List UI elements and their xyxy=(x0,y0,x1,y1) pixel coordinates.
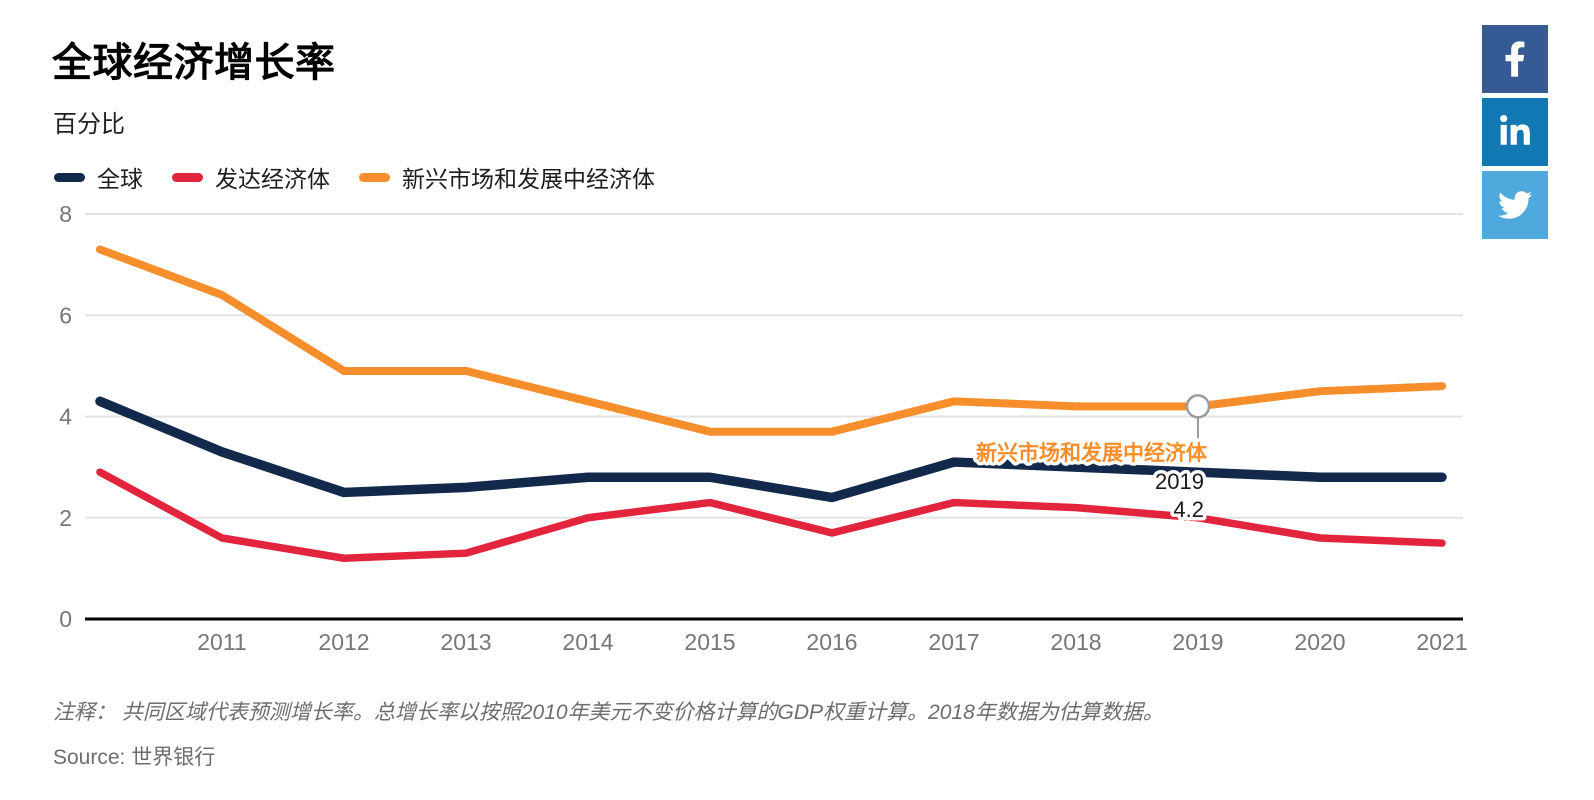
tooltip-value-label: 4.2 xyxy=(1173,497,1204,522)
x-tick-label: 2017 xyxy=(928,629,979,655)
x-tick-label: 2018 xyxy=(1050,629,1101,655)
series-line-1[interactable] xyxy=(96,468,1446,562)
legend-swatch-emde xyxy=(359,172,390,182)
x-tick-label: 2016 xyxy=(806,629,857,655)
x-tick-label: 2019 xyxy=(1172,629,1223,655)
legend-swatch-global xyxy=(54,172,85,182)
series-line-0[interactable] xyxy=(95,396,1447,503)
data-point-marker[interactable] xyxy=(1185,394,1211,419)
legend-label-global: 全球 xyxy=(97,166,143,192)
y-tick-label: 0 xyxy=(59,606,72,632)
twitter-icon xyxy=(1495,188,1535,222)
legend: 全球 发达经济体 新兴市场和发展中经济体 xyxy=(54,160,655,194)
y-tick-label: 8 xyxy=(59,201,72,227)
x-tick-label: 2012 xyxy=(318,629,369,655)
linkedin-share-button[interactable] xyxy=(1482,98,1548,166)
linkedin-icon xyxy=(1498,115,1532,149)
series-line-2[interactable] xyxy=(96,245,1446,436)
chart-note: 注释： 共同区域代表预测增长率。总增长率以按照2010年美元不变价格计算的GDP… xyxy=(53,701,1164,724)
twitter-share-button[interactable] xyxy=(1482,171,1548,239)
legend-label-advanced: 发达经济体 xyxy=(215,166,330,192)
x-tick-label: 2020 xyxy=(1294,629,1345,655)
x-tick-label: 2011 xyxy=(197,629,246,655)
x-tick-label: 2021 xyxy=(1416,629,1467,655)
legend-label-emde: 新兴市场和发展中经济体 xyxy=(402,166,655,192)
chart-source: Source: 世界银行 xyxy=(53,746,216,769)
x-tick-label: 2015 xyxy=(684,629,735,655)
x-tick-label: 2013 xyxy=(440,629,491,655)
page-title: 全球经济增长率 xyxy=(52,41,336,85)
legend-item-advanced: 发达经济体 xyxy=(172,160,330,194)
y-tick-label: 6 xyxy=(59,302,72,328)
facebook-icon xyxy=(1504,39,1526,79)
y-tick-label: 2 xyxy=(59,505,72,531)
legend-swatch-advanced xyxy=(172,172,203,182)
legend-item-global: 全球 xyxy=(54,160,143,194)
y-tick-label: 4 xyxy=(59,404,72,430)
share-buttons xyxy=(1482,25,1548,239)
tooltip-series-label: 新兴市场和发展中经济体 xyxy=(976,441,1208,465)
chart-unit-label: 百分比 xyxy=(53,111,125,138)
facebook-share-button[interactable] xyxy=(1482,25,1548,93)
x-tick-label: 2014 xyxy=(562,629,613,655)
tooltip-year-label: 2019 xyxy=(1155,469,1204,494)
legend-item-emde: 新兴市场和发展中经济体 xyxy=(359,160,655,194)
